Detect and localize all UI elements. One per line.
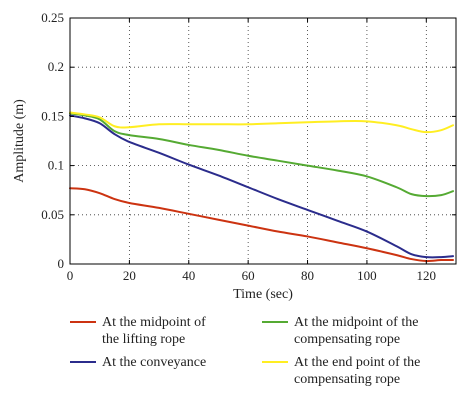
y-axis-title: Amplitude (m) bbox=[12, 99, 27, 183]
legend-label: At the midpoint of bbox=[102, 315, 206, 330]
x-tick-label: 80 bbox=[301, 268, 314, 283]
y-tick-label: 0.2 bbox=[48, 59, 64, 74]
conveyance-line bbox=[69, 114, 455, 259]
y-tick-label: 0.15 bbox=[41, 108, 64, 123]
compensating-rope-midpoint-line bbox=[69, 112, 455, 198]
x-axis-title: Time (sec) bbox=[233, 287, 293, 302]
legend-label: compensating rope bbox=[294, 332, 400, 347]
legend-conveyance: At the conveyance bbox=[70, 355, 206, 370]
plot-frame bbox=[69, 17, 457, 265]
legend-compensating-rope-endpoint: At the end point of the compensating rope bbox=[262, 355, 420, 387]
x-tick-label: 0 bbox=[67, 268, 74, 283]
legend-compensating-rope-midpoint: At the midpoint of the compensating rope bbox=[262, 315, 418, 347]
x-tick-label: 20 bbox=[123, 268, 136, 283]
y-tick-label: 0 bbox=[58, 256, 65, 271]
x-tick-label: 40 bbox=[182, 268, 195, 283]
legend-label: At the conveyance bbox=[102, 355, 206, 370]
series-lines bbox=[69, 111, 455, 263]
x-tick-label: 100 bbox=[357, 268, 377, 283]
legend-label: At the end point of the bbox=[294, 355, 420, 370]
y-tick-label: 0.25 bbox=[41, 10, 64, 25]
legend-lifting-rope-midpoint: At the midpoint of the lifting rope bbox=[70, 315, 206, 347]
axis-ticks: 0 20 40 60 80 100 120 0 0.05 0.1 0.15 0.2 0.25 bbox=[41, 10, 456, 283]
compensating-rope-endpoint-line bbox=[69, 111, 455, 134]
x-tick-label: 60 bbox=[242, 268, 255, 283]
x-tick-label: 120 bbox=[417, 268, 437, 283]
legend-label: compensating rope bbox=[294, 372, 400, 387]
lifting-rope-midpoint-line bbox=[69, 187, 455, 263]
y-tick-label: 0.05 bbox=[41, 207, 64, 222]
legend-label: At the midpoint of the bbox=[294, 315, 418, 330]
y-tick-label: 0.1 bbox=[48, 158, 64, 173]
legend-label: the lifting rope bbox=[102, 332, 185, 347]
grid-lines bbox=[70, 18, 456, 264]
